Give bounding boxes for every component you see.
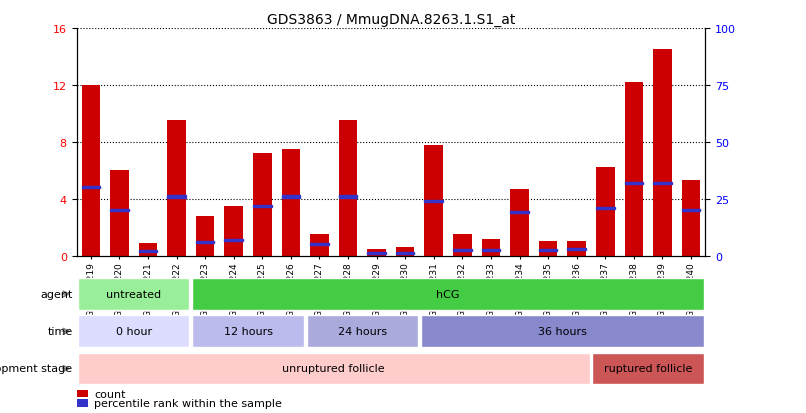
Bar bbox=[224, 206, 243, 256]
Text: development stage: development stage bbox=[0, 363, 73, 374]
Bar bbox=[596, 207, 614, 209]
Bar bbox=[78, 316, 189, 347]
Bar bbox=[110, 171, 129, 256]
Text: 0 hour: 0 hour bbox=[115, 326, 152, 337]
Bar bbox=[592, 353, 704, 385]
Text: 24 hours: 24 hours bbox=[338, 326, 387, 337]
Title: GDS3863 / MmugDNA.8263.1.S1_at: GDS3863 / MmugDNA.8263.1.S1_at bbox=[267, 12, 515, 26]
Bar bbox=[682, 209, 700, 212]
Bar bbox=[482, 249, 501, 252]
Bar bbox=[193, 278, 704, 310]
Bar bbox=[510, 189, 529, 256]
Bar bbox=[110, 209, 129, 212]
Bar bbox=[567, 242, 586, 256]
Text: percentile rank within the sample: percentile rank within the sample bbox=[94, 398, 282, 408]
Text: 36 hours: 36 hours bbox=[538, 326, 587, 337]
Bar bbox=[339, 196, 357, 198]
Bar bbox=[168, 196, 186, 198]
Bar bbox=[482, 239, 501, 256]
Bar bbox=[368, 253, 386, 255]
Bar bbox=[425, 200, 443, 203]
Bar bbox=[139, 250, 157, 253]
Bar bbox=[310, 244, 329, 246]
Text: unruptured follicle: unruptured follicle bbox=[282, 363, 385, 374]
Bar bbox=[196, 241, 214, 244]
Bar bbox=[81, 187, 100, 189]
Bar bbox=[168, 121, 186, 256]
Text: agent: agent bbox=[40, 289, 73, 299]
Bar bbox=[567, 248, 586, 250]
Bar bbox=[538, 242, 558, 256]
Bar bbox=[538, 249, 558, 252]
Bar bbox=[193, 316, 304, 347]
Text: time: time bbox=[48, 326, 73, 337]
Bar bbox=[453, 249, 472, 252]
Bar bbox=[253, 154, 272, 256]
Bar bbox=[421, 316, 704, 347]
Bar bbox=[281, 196, 300, 198]
Bar bbox=[139, 243, 157, 256]
Bar bbox=[78, 353, 589, 385]
Bar bbox=[310, 235, 329, 256]
Text: untreated: untreated bbox=[106, 289, 161, 299]
Bar bbox=[339, 121, 357, 256]
Bar bbox=[77, 399, 88, 407]
Bar bbox=[510, 212, 529, 214]
Bar bbox=[368, 249, 386, 256]
Bar bbox=[77, 390, 88, 397]
Text: count: count bbox=[94, 389, 126, 399]
Bar bbox=[306, 316, 418, 347]
Bar bbox=[396, 247, 414, 256]
Bar bbox=[453, 235, 472, 256]
Bar bbox=[653, 182, 671, 185]
Bar bbox=[78, 278, 189, 310]
Text: ruptured follicle: ruptured follicle bbox=[604, 363, 692, 374]
Bar bbox=[81, 85, 100, 256]
Bar bbox=[224, 239, 243, 241]
Bar bbox=[625, 83, 643, 256]
Bar bbox=[396, 253, 414, 255]
Bar bbox=[625, 182, 643, 185]
Text: hCG: hCG bbox=[436, 289, 459, 299]
Bar bbox=[425, 145, 443, 256]
Bar bbox=[653, 50, 671, 256]
Bar bbox=[596, 168, 614, 256]
Text: 12 hours: 12 hours bbox=[223, 326, 272, 337]
Bar bbox=[196, 216, 214, 256]
Bar bbox=[253, 205, 272, 207]
Bar bbox=[682, 181, 700, 256]
Bar bbox=[281, 150, 300, 256]
